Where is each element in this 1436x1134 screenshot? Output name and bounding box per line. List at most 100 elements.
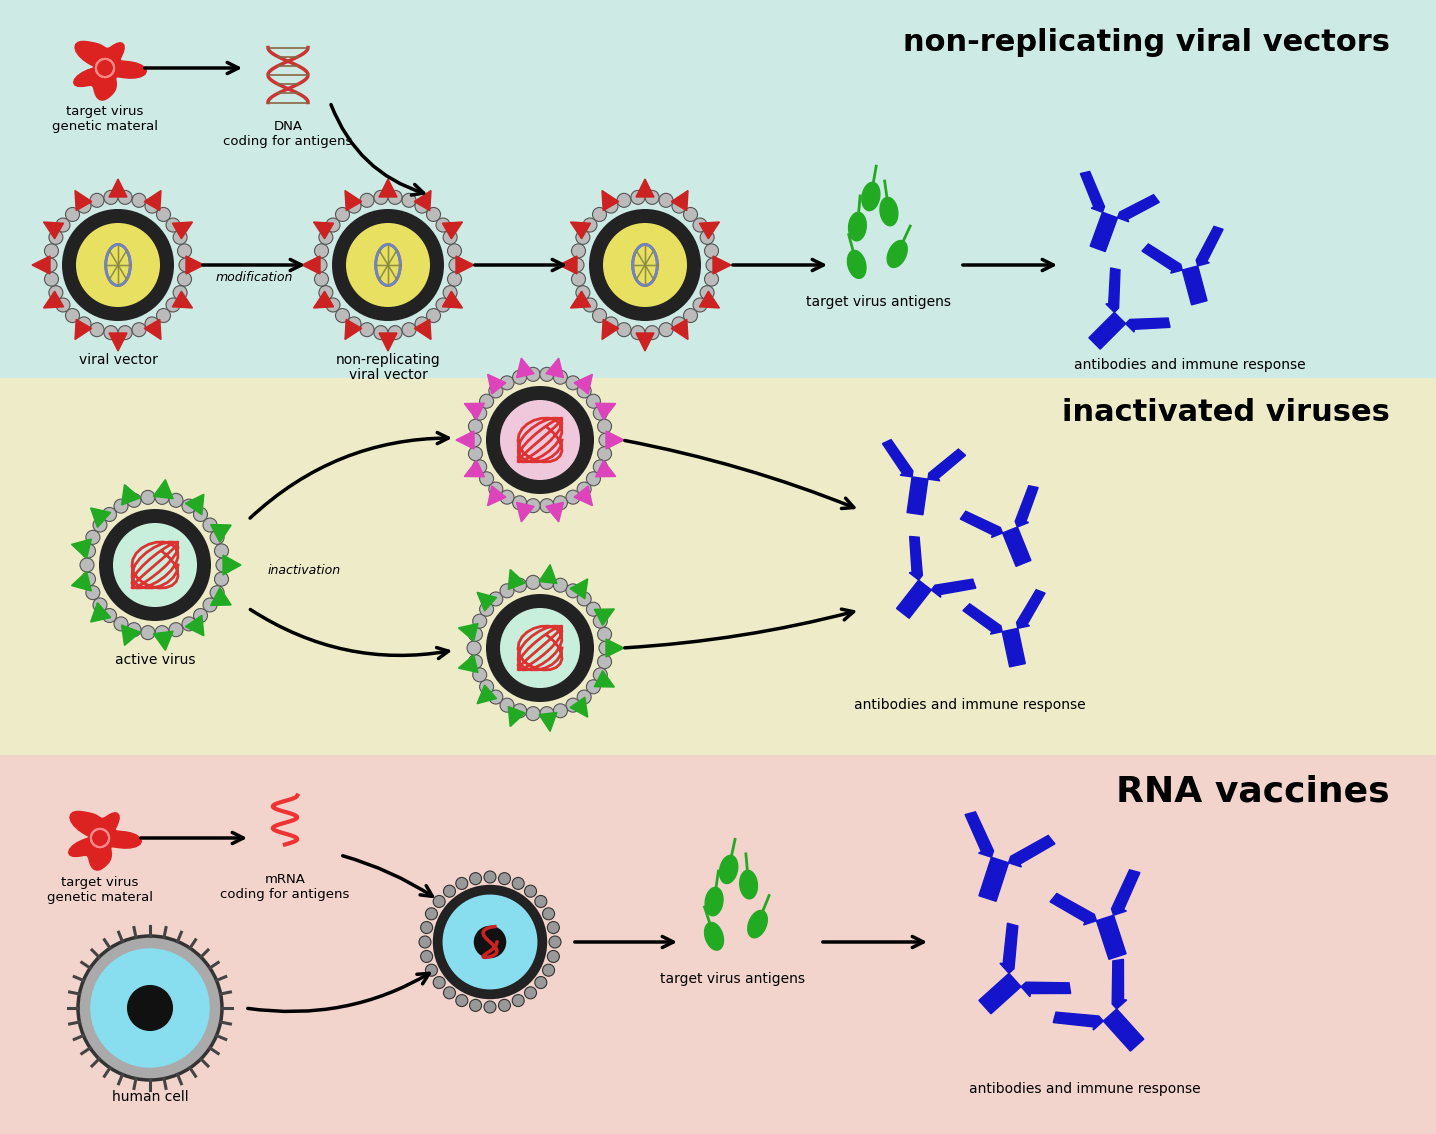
- Text: modification: modification: [215, 271, 293, 284]
- Circle shape: [526, 367, 540, 381]
- Circle shape: [444, 987, 455, 999]
- Polygon shape: [908, 477, 928, 515]
- Circle shape: [78, 936, 223, 1080]
- Polygon shape: [714, 256, 731, 274]
- Circle shape: [488, 384, 503, 398]
- Polygon shape: [705, 922, 724, 950]
- Circle shape: [444, 286, 457, 299]
- Polygon shape: [154, 632, 174, 651]
- Circle shape: [194, 609, 207, 623]
- Polygon shape: [1097, 915, 1126, 959]
- Circle shape: [113, 617, 128, 631]
- Circle shape: [472, 668, 487, 682]
- Circle shape: [513, 578, 527, 592]
- Polygon shape: [1021, 982, 1071, 997]
- Circle shape: [45, 244, 59, 257]
- Text: non-replicating viral vectors: non-replicating viral vectors: [903, 28, 1390, 57]
- Circle shape: [694, 218, 707, 232]
- Polygon shape: [596, 460, 616, 476]
- Circle shape: [488, 482, 503, 496]
- Circle shape: [103, 325, 118, 339]
- Text: target virus: target virus: [66, 105, 144, 118]
- Polygon shape: [595, 609, 615, 625]
- Circle shape: [113, 499, 128, 513]
- Polygon shape: [457, 256, 474, 274]
- Polygon shape: [458, 624, 478, 641]
- Circle shape: [705, 272, 718, 286]
- Circle shape: [360, 323, 373, 337]
- Polygon shape: [477, 592, 497, 611]
- Circle shape: [684, 208, 698, 221]
- Polygon shape: [508, 706, 526, 727]
- Polygon shape: [345, 191, 362, 211]
- Circle shape: [62, 209, 174, 321]
- Circle shape: [553, 704, 567, 718]
- Circle shape: [455, 878, 468, 889]
- Polygon shape: [109, 333, 126, 352]
- Polygon shape: [699, 222, 719, 239]
- Circle shape: [182, 499, 195, 513]
- Text: genetic materal: genetic materal: [52, 120, 158, 133]
- Circle shape: [577, 592, 592, 606]
- Circle shape: [599, 433, 613, 447]
- Circle shape: [524, 987, 537, 999]
- Polygon shape: [313, 222, 333, 239]
- Circle shape: [437, 298, 449, 312]
- Polygon shape: [965, 812, 994, 857]
- Circle shape: [488, 691, 503, 704]
- Circle shape: [566, 375, 580, 390]
- Polygon shape: [596, 404, 616, 420]
- Polygon shape: [517, 358, 534, 378]
- Polygon shape: [570, 697, 587, 717]
- Polygon shape: [172, 291, 192, 308]
- Circle shape: [78, 200, 90, 213]
- Polygon shape: [211, 525, 231, 542]
- Circle shape: [314, 272, 329, 286]
- Polygon shape: [32, 256, 50, 274]
- Circle shape: [577, 482, 592, 496]
- Circle shape: [169, 493, 182, 507]
- Polygon shape: [574, 486, 593, 506]
- Circle shape: [524, 886, 537, 897]
- Circle shape: [455, 995, 468, 1007]
- Circle shape: [178, 272, 191, 286]
- Circle shape: [630, 325, 645, 339]
- Polygon shape: [740, 870, 757, 899]
- Text: antibodies and immune response: antibodies and immune response: [969, 1082, 1200, 1095]
- Circle shape: [132, 323, 146, 337]
- Circle shape: [468, 447, 482, 460]
- Circle shape: [167, 218, 180, 232]
- Polygon shape: [185, 494, 204, 515]
- Circle shape: [415, 200, 429, 213]
- Circle shape: [93, 518, 108, 532]
- Circle shape: [470, 999, 481, 1012]
- Circle shape: [553, 578, 567, 592]
- Polygon shape: [1111, 870, 1140, 915]
- Circle shape: [126, 623, 141, 636]
- Circle shape: [513, 496, 527, 510]
- Circle shape: [617, 323, 630, 337]
- Circle shape: [155, 490, 169, 505]
- Circle shape: [102, 609, 116, 623]
- Text: RNA vaccines: RNA vaccines: [1116, 775, 1390, 809]
- Circle shape: [645, 325, 659, 339]
- Circle shape: [484, 871, 495, 883]
- Circle shape: [586, 472, 600, 485]
- Circle shape: [576, 286, 590, 299]
- Circle shape: [214, 544, 228, 558]
- Polygon shape: [961, 511, 1002, 538]
- Polygon shape: [457, 431, 474, 449]
- Circle shape: [157, 308, 171, 322]
- Polygon shape: [488, 486, 505, 506]
- Circle shape: [586, 602, 600, 616]
- Circle shape: [103, 191, 118, 204]
- Circle shape: [577, 384, 592, 398]
- Circle shape: [526, 499, 540, 513]
- Circle shape: [66, 208, 79, 221]
- Polygon shape: [1182, 266, 1208, 305]
- Polygon shape: [1002, 527, 1031, 566]
- Text: antibodies and immune response: antibodies and immune response: [1074, 358, 1305, 372]
- Circle shape: [332, 209, 444, 321]
- Circle shape: [472, 406, 487, 421]
- Circle shape: [485, 594, 595, 702]
